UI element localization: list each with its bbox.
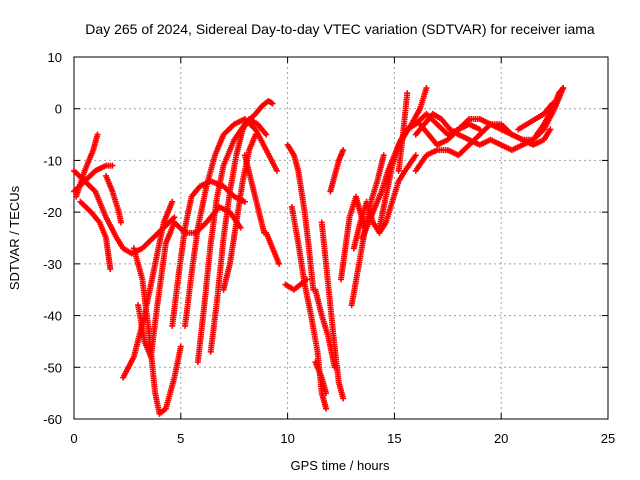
chart-title: Day 265 of 2024, Sidereal Day-to-day VTE… <box>85 21 595 37</box>
x-tick-label: 10 <box>280 431 294 446</box>
series-arc27 <box>376 85 430 231</box>
data-point <box>94 131 101 138</box>
series-arc9 <box>169 178 248 329</box>
x-axis-label: GPS time / hours <box>291 458 390 473</box>
series-arc10 <box>182 116 280 329</box>
data-point <box>177 343 184 350</box>
series-arc32 <box>515 100 556 133</box>
data-point <box>269 100 276 107</box>
series-arc14 <box>241 152 268 236</box>
data-point <box>237 224 244 231</box>
y-tick-label: -30 <box>43 257 62 272</box>
y-axis-label: SDTVAR / TECUs <box>7 185 22 290</box>
series-arc22 <box>312 359 330 397</box>
y-tick-label: -50 <box>43 360 62 375</box>
series-arc31 <box>412 85 567 154</box>
series-arc20 <box>312 286 338 371</box>
data-marks <box>71 85 567 417</box>
grid <box>74 57 608 419</box>
data-point <box>171 214 178 221</box>
series-arc5 <box>103 172 124 226</box>
data-point <box>263 131 270 138</box>
data-point <box>560 85 567 92</box>
series-arc3 <box>77 198 114 273</box>
y-tick-label: -40 <box>43 309 62 324</box>
data-point <box>547 126 554 133</box>
series-arc25 <box>350 152 419 252</box>
data-point <box>340 395 347 402</box>
series-arc15 <box>263 229 283 267</box>
series-arc4 <box>73 131 101 200</box>
series-arc28 <box>395 90 411 174</box>
y-tick-label: -10 <box>43 153 62 168</box>
x-axis: 0 5 10 15 20 25 <box>70 57 615 446</box>
data-point <box>340 147 347 154</box>
data-point <box>323 405 330 412</box>
y-tick-label: 10 <box>48 50 62 65</box>
data-point <box>404 90 411 97</box>
x-tick-label: 5 <box>177 431 184 446</box>
series-arc21 <box>327 147 347 195</box>
series-arc7 <box>130 245 184 417</box>
data-point <box>331 364 338 371</box>
data-point <box>109 162 116 169</box>
data-point <box>273 167 280 174</box>
data-point <box>107 266 114 273</box>
x-tick-label: 0 <box>70 431 77 446</box>
series-arc1 <box>71 167 178 257</box>
series-arc11 <box>194 97 276 366</box>
data-point <box>412 152 419 159</box>
data-point <box>549 100 556 107</box>
x-tick-label: 25 <box>601 431 615 446</box>
series-arc16 <box>284 141 317 293</box>
data-point <box>380 152 387 159</box>
data-point <box>252 131 259 138</box>
data-point <box>276 260 283 267</box>
data-point <box>323 390 330 397</box>
series-arc23 <box>338 193 368 283</box>
y-axis: 10 0 -10 -20 -30 -40 -50 -60 <box>43 50 608 427</box>
series-arc12 <box>207 116 270 355</box>
data-point <box>117 219 124 226</box>
data-point <box>241 198 248 205</box>
data-point <box>423 85 430 92</box>
y-tick-label: -60 <box>43 412 62 427</box>
y-tick-label: -20 <box>43 205 62 220</box>
x-tick-label: 15 <box>387 431 401 446</box>
plot-frame <box>73 56 609 420</box>
data-point <box>169 198 176 205</box>
y-tick-label: 0 <box>55 102 62 117</box>
x-tick-label: 20 <box>494 431 508 446</box>
